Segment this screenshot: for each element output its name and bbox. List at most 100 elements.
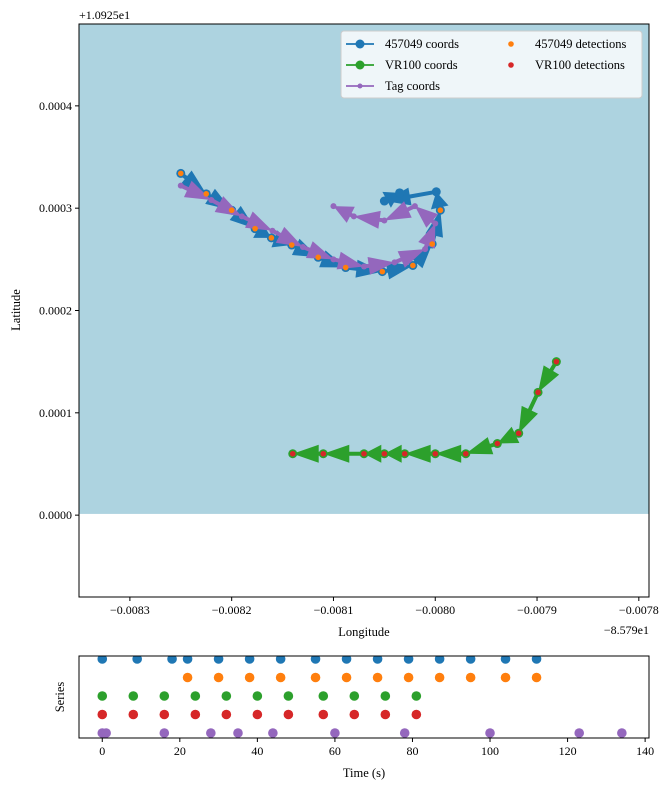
point-vr100-detection (361, 450, 367, 457)
arrow-vr100-coords (292, 444, 324, 463)
point-457049-detection (268, 235, 275, 241)
timeline-point (399, 728, 410, 738)
arrow-tag-coords (393, 249, 426, 268)
point-457049-detection (315, 254, 321, 261)
legend-marker-tag-coords (357, 83, 363, 89)
bottom-y-axis-label: Series (53, 682, 67, 713)
arrow-tag-coords (271, 226, 303, 248)
arrow-tag-coords (241, 211, 273, 231)
bottom-x-tick-label: 100 (481, 744, 499, 758)
x-tick-label: −0.0080 (415, 603, 455, 617)
timeline-point (403, 656, 414, 664)
x-tick-label: −0.0082 (212, 603, 252, 617)
point-tag-coords (391, 259, 398, 266)
timeline-point (283, 691, 294, 701)
point-457049-detection (379, 268, 386, 275)
bottom-x-tick-label: 60 (329, 744, 341, 758)
point-vr100-detection (289, 450, 296, 457)
top-plot-region (79, 24, 649, 514)
timeline-point (500, 672, 511, 683)
timeline-point (411, 691, 422, 701)
timeline-point (500, 656, 511, 664)
timeline-point (97, 709, 108, 720)
bottom-axis-ticks: 0 20 40 60 80 100 120 140 (99, 738, 654, 758)
timeline-point (221, 691, 232, 701)
timeline-point (190, 709, 201, 720)
arrow-tag-coords (353, 210, 385, 229)
point-tag-coords (208, 196, 215, 203)
timeline-point (380, 709, 391, 720)
legend-entry-vr100-detections: VR100 detections (508, 58, 625, 72)
legend-entry-457049-detections: 457049 detections (508, 37, 626, 51)
timeline-point (233, 728, 243, 738)
point-vr100-detection (515, 430, 522, 437)
arrow-tag-coords (333, 206, 355, 223)
arrow-tag-coords (302, 241, 334, 260)
y-tick-label: 0.0002 (39, 304, 72, 318)
timeline-point (97, 656, 108, 664)
point-tag-coords (361, 263, 367, 270)
point-vr100-detection (462, 450, 469, 457)
x-tick-label: −0.0083 (110, 603, 150, 617)
y-tick-label: 0.0003 (39, 201, 72, 215)
timeline-point (531, 672, 542, 683)
legend-entry-tag-coords: Tag coords (346, 79, 440, 93)
timeline-point (349, 691, 360, 701)
arrow-vr100-coords (323, 444, 364, 463)
timeline-point (403, 672, 414, 683)
arrow-457049-coords (382, 191, 400, 208)
timeline-point (182, 656, 193, 664)
bottom-x-axis-label: Time (s) (343, 766, 385, 780)
bottom-x-tick-label: 0 (99, 744, 105, 758)
y-tick-label: 0.0004 (39, 99, 72, 113)
bottom-x-tick-label: 80 (406, 744, 418, 758)
timeline-point (275, 656, 286, 664)
legend-label-vr100-coords: VR100 coords (385, 58, 458, 72)
timeline-point (128, 691, 139, 701)
timeline-point (101, 728, 111, 738)
point-457049-detection (342, 264, 349, 271)
bottom-plot-layer (97, 656, 627, 738)
point-tag-coords (330, 203, 337, 210)
point-457049-detection (252, 225, 258, 232)
top-axis-ticks: −0.0083 −0.0082 −0.0081 −0.0080 −0.0079 −0.00… (39, 99, 659, 617)
x-offset-label: −8.579e1 (604, 623, 649, 637)
timeline-point (128, 709, 139, 720)
legend-entry-vr100-coords: VR100 coords (346, 58, 458, 72)
point-457049-coords (431, 187, 441, 197)
timeline-point (318, 709, 329, 720)
y-tick-label: 0.0001 (39, 406, 72, 420)
legend-label-vr100-detections: VR100 detections (535, 58, 625, 72)
timeline-point (341, 656, 352, 664)
timeline-point (485, 728, 495, 738)
timeline-point (221, 709, 232, 720)
timeline-point (167, 656, 177, 664)
timeline-point (159, 728, 170, 738)
arrow-vr100-coords (384, 444, 405, 463)
point-457049-detection (429, 241, 435, 247)
arrow-vr100-coords (404, 444, 436, 463)
bottom-plot-background (79, 656, 649, 738)
point-vr100-detection (401, 450, 408, 457)
timeline-point (190, 691, 201, 701)
timeline-point (372, 656, 383, 664)
y-tick-label: 0.0000 (39, 508, 72, 522)
point-457049-coords (395, 188, 405, 198)
arrow-vr100-coords (465, 437, 498, 455)
timeline-point (206, 728, 216, 738)
x-tick-label: −0.0079 (517, 603, 557, 617)
arrow-457049-coords (253, 222, 272, 238)
timeline-point (252, 691, 263, 701)
point-457049-detection (437, 207, 444, 214)
legend-label-tag-coords: Tag coords (385, 79, 440, 93)
timeline-point (252, 709, 263, 720)
top-plot-layer (176, 168, 561, 463)
timeline-point (411, 709, 422, 720)
timeline-point (244, 672, 255, 683)
timeline-point (617, 728, 627, 738)
timeline-point (434, 656, 445, 664)
timeline-point (244, 656, 255, 664)
arrow-457049-coords (384, 187, 437, 206)
point-457049-detection (203, 191, 210, 197)
point-tag-coords (299, 244, 306, 251)
